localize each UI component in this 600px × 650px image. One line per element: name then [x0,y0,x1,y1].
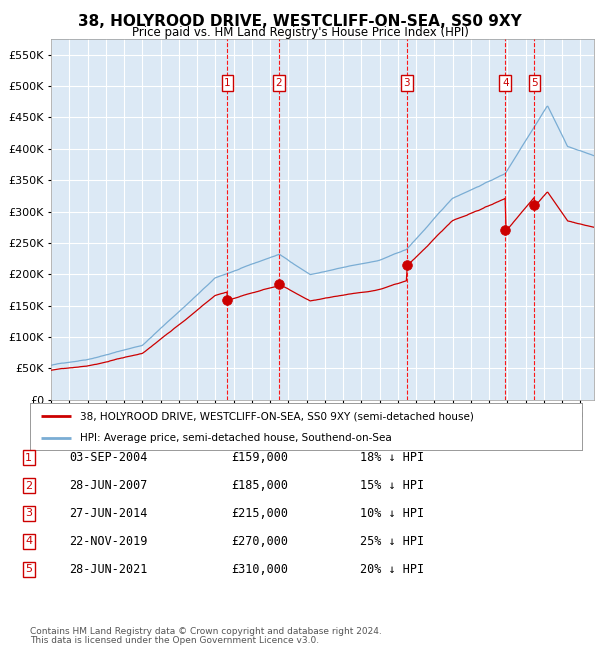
Text: 3: 3 [25,508,32,519]
Text: 10% ↓ HPI: 10% ↓ HPI [360,507,424,520]
Text: £159,000: £159,000 [231,451,288,464]
Text: £215,000: £215,000 [231,507,288,520]
Text: 28-JUN-2021: 28-JUN-2021 [69,563,148,576]
Text: £185,000: £185,000 [231,479,288,492]
Text: 22-NOV-2019: 22-NOV-2019 [69,535,148,548]
Text: 38, HOLYROOD DRIVE, WESTCLIFF-ON-SEA, SS0 9XY: 38, HOLYROOD DRIVE, WESTCLIFF-ON-SEA, SS… [78,14,522,29]
Text: 1: 1 [224,78,231,88]
Text: 38, HOLYROOD DRIVE, WESTCLIFF-ON-SEA, SS0 9XY (semi-detached house): 38, HOLYROOD DRIVE, WESTCLIFF-ON-SEA, SS… [80,411,473,421]
Text: 4: 4 [502,78,509,88]
Text: 18% ↓ HPI: 18% ↓ HPI [360,451,424,464]
Text: 5: 5 [25,564,32,575]
Text: £270,000: £270,000 [231,535,288,548]
Text: 3: 3 [403,78,410,88]
Text: 1: 1 [25,452,32,463]
Text: 15% ↓ HPI: 15% ↓ HPI [360,479,424,492]
Text: 28-JUN-2007: 28-JUN-2007 [69,479,148,492]
Text: 25% ↓ HPI: 25% ↓ HPI [360,535,424,548]
Text: 03-SEP-2004: 03-SEP-2004 [69,451,148,464]
Text: Contains HM Land Registry data © Crown copyright and database right 2024.: Contains HM Land Registry data © Crown c… [30,627,382,636]
Text: 5: 5 [531,78,538,88]
Text: 4: 4 [25,536,32,547]
Text: 27-JUN-2014: 27-JUN-2014 [69,507,148,520]
Text: 20% ↓ HPI: 20% ↓ HPI [360,563,424,576]
Text: 2: 2 [25,480,32,491]
Text: Price paid vs. HM Land Registry's House Price Index (HPI): Price paid vs. HM Land Registry's House … [131,26,469,39]
Text: HPI: Average price, semi-detached house, Southend-on-Sea: HPI: Average price, semi-detached house,… [80,433,391,443]
Text: This data is licensed under the Open Government Licence v3.0.: This data is licensed under the Open Gov… [30,636,319,645]
Text: 2: 2 [275,78,282,88]
Text: £310,000: £310,000 [231,563,288,576]
